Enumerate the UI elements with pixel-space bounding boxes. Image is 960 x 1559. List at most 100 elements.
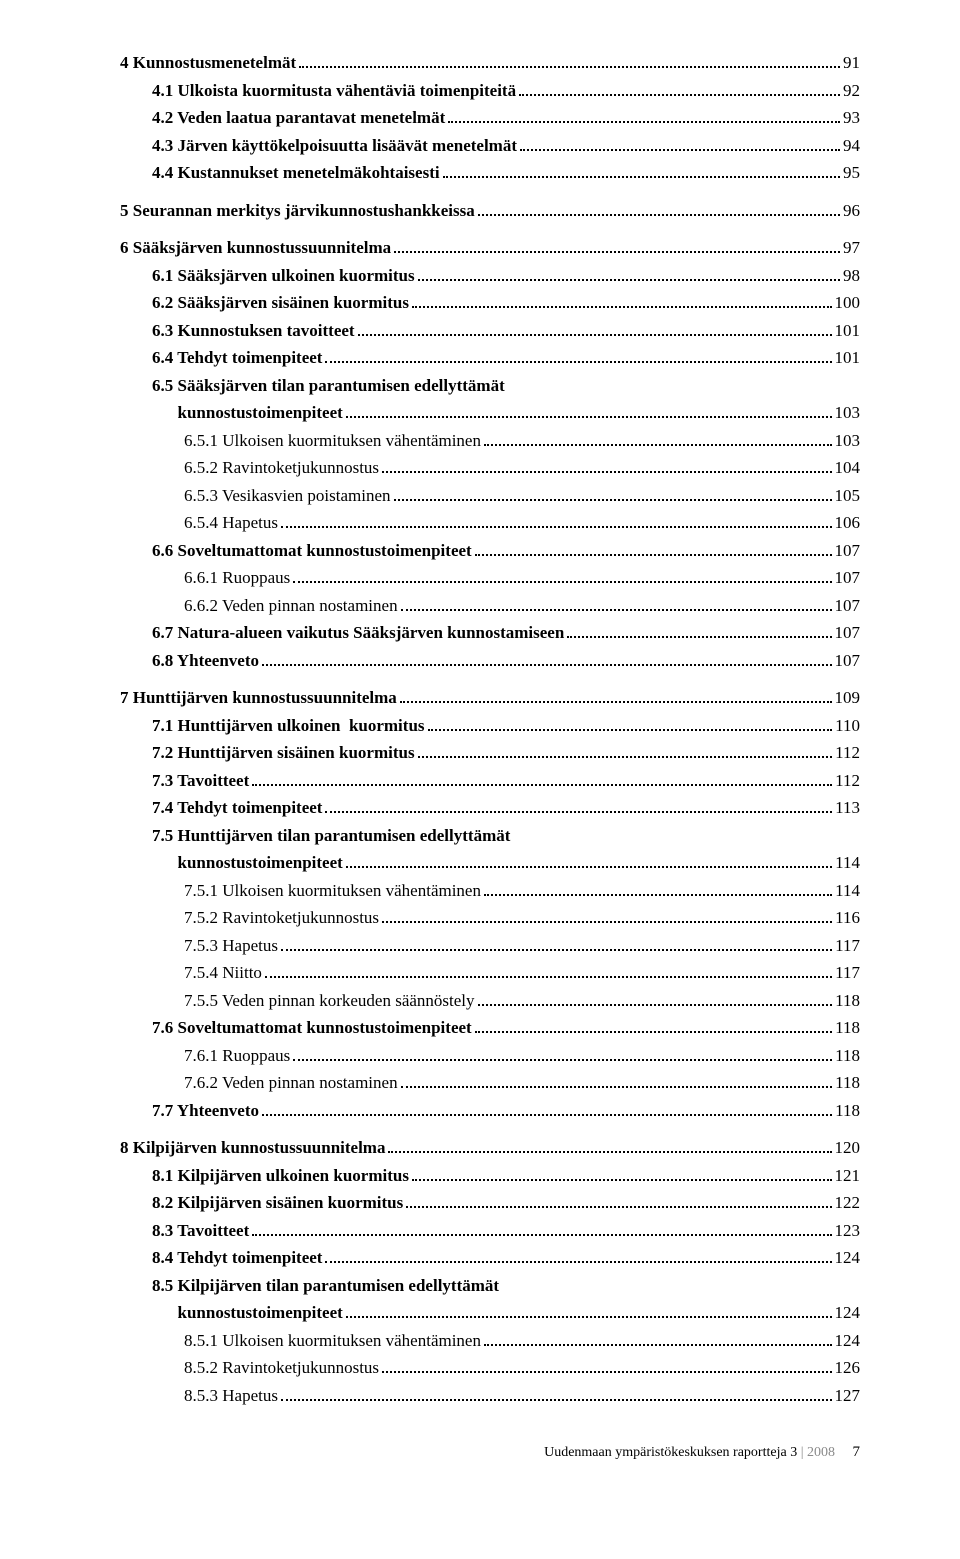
toc-title: 7.6.1 Ruoppaus [184,1043,290,1069]
toc-entry: 7.4 Tehdyt toimenpiteet113 [120,795,860,821]
toc-leader [484,1344,832,1346]
toc-page-number: 107 [835,565,861,591]
toc-leader [484,444,832,446]
toc-title: 7.5.2 Ravintoketjukunnostus [184,905,379,931]
toc-title: 6.4 Tehdyt toimenpiteet [152,345,322,371]
toc-page-number: 118 [835,988,860,1014]
toc-page-number: 126 [835,1355,861,1381]
toc-page-number: 118 [835,1098,860,1124]
toc-entry: 6.5.1 Ulkoisen kuormituksen vähentäminen… [120,428,860,454]
toc-leader [281,526,832,528]
toc-entry: 4.4 Kustannukset menetelmäkohtaisesti95 [120,160,860,186]
toc-title: 6.8 Yhteenveto [152,648,259,674]
toc-page-number: 107 [835,538,861,564]
toc-title: 8.5.3 Hapetus [184,1383,278,1409]
toc-title: kunnostustoimenpiteet [152,1300,343,1326]
toc-page-number: 124 [835,1328,861,1354]
toc-leader [252,1234,831,1236]
toc-entry: 8 Kilpijärven kunnostussuunnitelma120 [120,1135,860,1161]
toc-page-number: 107 [835,620,861,646]
toc-title: 7 Hunttijärven kunnostussuunnitelma [120,685,397,711]
toc-page-number: 94 [843,133,860,159]
toc-entry: 8.4 Tehdyt toimenpiteet124 [120,1245,860,1271]
toc-title: 6 Sääksjärven kunnostussuunnitelma [120,235,391,261]
toc-leader [281,949,832,951]
toc-leader [406,1206,831,1208]
toc-page-number: 112 [835,768,860,794]
toc-leader [401,609,832,611]
toc-title: 6.6 Soveltumattomat kunnostustoimenpitee… [152,538,472,564]
toc-entry: 4 Kunnostusmenetelmät 91 [120,50,860,76]
toc-page-number: 91 [843,50,860,76]
toc-leader [443,176,840,178]
toc-page-number: 100 [835,290,861,316]
toc-page-number: 101 [835,318,861,344]
toc-title: 8.4 Tehdyt toimenpiteet [152,1245,322,1271]
toc-leader [325,361,831,363]
toc-title: 4.3 Järven käyttökelpoisuutta lisäävät m… [152,133,517,159]
toc-entry: 6.6.2 Veden pinnan nostaminen107 [120,593,860,619]
toc-leader [382,921,832,923]
toc-leader [293,1059,832,1061]
toc-page-number: 106 [835,510,861,536]
toc-entry: 7.5.3 Hapetus117 [120,933,860,959]
toc-title: 4.2 Veden laatua parantavat menetelmät [152,105,445,131]
toc-entry: 7.7 Yhteenveto118 [120,1098,860,1124]
toc-entry: 8.5.2 Ravintoketjukunnostus 126 [120,1355,860,1381]
toc-leader [394,251,840,253]
toc-leader [281,1399,832,1401]
toc-leader [262,664,831,666]
toc-page-number: 114 [835,878,860,904]
toc-title: 8.5.2 Ravintoketjukunnostus [184,1355,379,1381]
toc-title: 6.5.2 Ravintoketjukunnostus [184,455,379,481]
toc-title: 8.5.1 Ulkoisen kuormituksen vähentäminen [184,1328,481,1354]
toc-entry: 7.5.1 Ulkoisen kuormituksen vähentäminen… [120,878,860,904]
toc-title: 7.6 Soveltumattomat kunnostustoimenpitee… [152,1015,472,1041]
toc-entry: 6.6 Soveltumattomat kunnostustoimenpitee… [120,538,860,564]
toc-title: 7.5.1 Ulkoisen kuormituksen vähentäminen [184,878,481,904]
toc-entry: 8.2 Kilpijärven sisäinen kuormitus122 [120,1190,860,1216]
toc-entry: kunnostustoimenpiteet124 [120,1300,860,1326]
toc-entry: 6.2 Sääksjärven sisäinen kuormitus100 [120,290,860,316]
toc-entry: kunnostustoimenpiteet103 [120,400,860,426]
toc-leader [325,1261,831,1263]
toc-page-number: 118 [835,1043,860,1069]
toc-entry: 8.5.1 Ulkoisen kuormituksen vähentäminen… [120,1328,860,1354]
toc-leader [265,976,832,978]
toc-title: 7.5.3 Hapetus [184,933,278,959]
toc-entry: 4.2 Veden laatua parantavat menetelmät93 [120,105,860,131]
toc-leader [519,94,840,96]
toc-title: 4.4 Kustannukset menetelmäkohtaisesti [152,160,440,186]
toc-leader [484,894,832,896]
toc-leader [448,121,840,123]
toc-leader [394,499,832,501]
toc-page-number: 127 [835,1383,861,1409]
footer-page-number: 7 [853,1444,861,1461]
toc-leader [428,729,833,731]
toc-page-number: 92 [843,78,860,104]
toc-entry: 6.5 Sääksjärven tilan parantumisen edell… [120,373,860,399]
toc-title: 4 Kunnostusmenetelmät [120,50,296,76]
table-of-contents: 4 Kunnostusmenetelmät 914.1 Ulkoista kuor… [120,50,860,1408]
toc-entry: 6.6.1 Ruoppaus107 [120,565,860,591]
toc-page-number: 103 [835,428,861,454]
toc-entry: 4.1 Ulkoista kuormitusta vähentäviä toim… [120,78,860,104]
toc-entry: 6.7 Natura-alueen vaikutus Sääksjärven k… [120,620,860,646]
toc-entry: 6.3 Kunnostuksen tavoitteet 101 [120,318,860,344]
toc-title: 6.3 Kunnostuksen tavoitteet [152,318,355,344]
toc-entry: 8.1 Kilpijärven ulkoinen kuormitus121 [120,1163,860,1189]
toc-title: 6.5.1 Ulkoisen kuormituksen vähentäminen [184,428,481,454]
toc-entry: 6.8 Yhteenveto107 [120,648,860,674]
toc-page-number: 109 [835,685,861,711]
toc-leader [325,811,832,813]
toc-leader [567,636,831,638]
toc-entry: 7.5.5 Veden pinnan korkeuden säännöstely… [120,988,860,1014]
toc-title: 6.6.2 Veden pinnan nostaminen [184,593,398,619]
toc-page-number: 101 [835,345,861,371]
toc-page-number: 122 [835,1190,861,1216]
toc-title: 5 Seurannan merkitys järvikunnostushankk… [120,198,475,224]
toc-leader [478,1004,833,1006]
toc-entry: 7.5 Hunttijärven tilan parantumisen edel… [120,823,860,849]
toc-entry: 7.3 Tavoitteet112 [120,768,860,794]
toc-entry: 6.5.4 Hapetus106 [120,510,860,536]
